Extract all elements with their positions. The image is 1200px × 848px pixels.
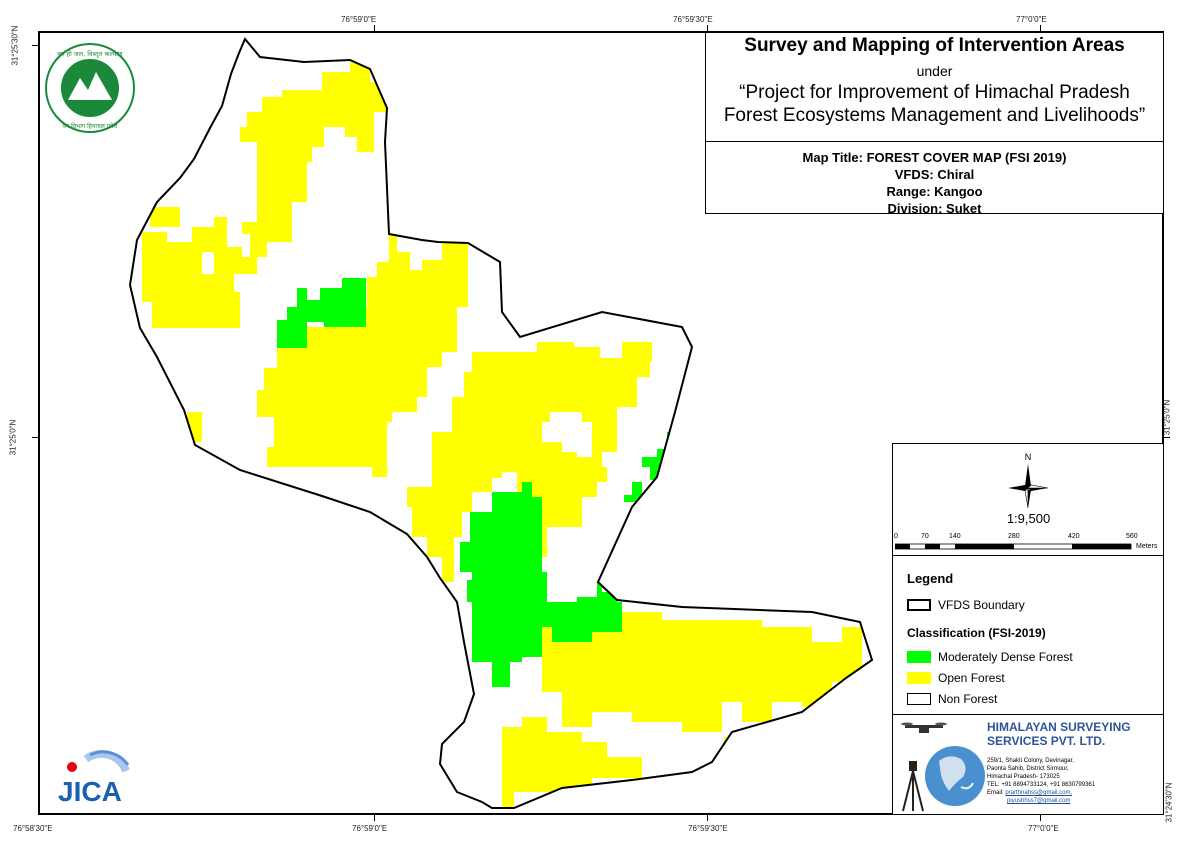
vfds-boundary: [128, 37, 874, 809]
tick-right-1: [1164, 437, 1170, 438]
drone-icon: [901, 722, 947, 733]
division-name: Division: Suket: [887, 201, 982, 216]
project-title-line-2: Forest Ecosystems Management and Livelih…: [723, 105, 1146, 126]
coord-right-2: 31°24'30"N: [1164, 782, 1174, 823]
email-link-1[interactable]: prarthnahss@gmail.com,: [1005, 790, 1073, 796]
open-forest-label: Open Forest: [938, 671, 1005, 685]
tick-top-1: [374, 25, 375, 31]
jica-text: JICA: [58, 776, 122, 807]
map-info-panel: Map Title: FOREST COVER MAP (FSI 2019) V…: [705, 142, 1163, 216]
dense-forest-label: Moderately Dense Forest: [938, 650, 1073, 664]
coord-left-2: 31°25'0"N: [8, 419, 18, 456]
tick-bottom-1: [374, 815, 375, 821]
coord-top-2: 76°59'30"E: [673, 15, 713, 24]
jica-logo: JICA: [58, 749, 130, 807]
project-title-line-1: “Project for Improvement of Himachal Pra…: [739, 82, 1130, 103]
range-name: Range: Kangoo: [886, 184, 983, 199]
non-forest-holes: [202, 252, 592, 457]
coord-bottom-4: 77°0'0"E: [1028, 824, 1059, 833]
vfds-name: VFDS: Chiral: [894, 167, 975, 182]
north-arrow-icon: N: [1008, 452, 1049, 508]
project-title: “Project for Improvement of Himachal Pra…: [706, 81, 1163, 127]
vfds-boundary-swatch: [907, 599, 931, 611]
map-title: Map Title: FOREST COVER MAP (FSI 2019): [802, 150, 1067, 165]
scale-label-140: 140: [949, 533, 961, 540]
address-line-1: 259/1, Shakti Colony, Devinagar,: [987, 758, 1074, 764]
coord-left-1: 31°25'30"N: [10, 25, 20, 66]
address-phone: TEL: +91 8894733124, +91 8630799361: [987, 782, 1096, 788]
open-forest-area: [142, 62, 862, 808]
scale-label-70: 70: [921, 533, 929, 540]
company-name-line-1: HIMALAYAN SURVEYING: [987, 720, 1131, 734]
coord-bottom-1: 76°58'30"E: [13, 824, 53, 833]
tick-top-2: [707, 25, 708, 31]
company-panel: HIMALAYAN SURVEYING SERVICES PVT. LTD. 2…: [892, 714, 1163, 814]
non-forest-swatch: [907, 693, 931, 705]
survey-title: Survey and Mapping of Intervention Areas: [744, 35, 1125, 56]
forest-department-logo: वन ही जल, विस्तृत कल्याण वन विभाग हिमाचल…: [45, 43, 135, 133]
tick-top-3: [1040, 25, 1041, 31]
email-line-2: piyushhss7@gmail.com: [987, 797, 1162, 805]
email-line: Email: prarthnahss@gmail.com,: [987, 789, 1162, 797]
email-link-2[interactable]: piyushhss7@gmail.com: [1007, 798, 1071, 804]
coord-bottom-2: 76°59'0"E: [352, 824, 388, 833]
scale-label-560: 560: [1126, 533, 1138, 540]
tick-left-1: [32, 45, 38, 46]
tick-bottom-2: [707, 815, 708, 821]
tick-bottom-3: [1040, 815, 1041, 821]
legend-title: Legend: [907, 571, 954, 586]
legend-panel: Legend VFDS Boundary Classification (FSI…: [892, 555, 1163, 714]
tick-left-2: [32, 437, 38, 438]
forest-logo-top-text: वन ही जल, विस्तृत कल्याण: [57, 50, 123, 58]
non-forest-label: Non Forest: [938, 692, 998, 706]
coord-top-1: 76°59'0"E: [341, 15, 377, 24]
scale-ratio: 1:9,500: [1006, 511, 1051, 526]
classification-title: Classification (FSI-2019): [907, 626, 1046, 640]
scale-label-420: 420: [1068, 533, 1080, 540]
scale-unit: Meters: [1136, 543, 1158, 550]
north-label: N: [1025, 452, 1032, 462]
address-line-3: Himachal Pradesh- 173025: [987, 774, 1060, 780]
title-under-text: under: [916, 63, 953, 79]
company-address: 259/1, Shakti Colony, Devinagar, Paonta …: [987, 757, 1162, 805]
scale-label-280: 280: [1008, 533, 1020, 540]
scale-panel: N 1:9,500 0 70 140 280 420 560 Meters: [892, 443, 1163, 555]
coord-top-3: 77°0'0"E: [1016, 15, 1047, 24]
scale-label-0: 0: [894, 533, 898, 540]
coord-bottom-3: 76°59'30"E: [688, 824, 728, 833]
forest-logo-bottom-text: वन विभाग हिमाचल प्रदेश: [63, 122, 119, 130]
forest-cover-map: [128, 37, 874, 809]
company-logo: [901, 722, 985, 812]
scale-bar: [895, 543, 1132, 550]
vfds-boundary-label: VFDS Boundary: [938, 598, 1025, 612]
dense-forest-swatch: [907, 651, 931, 663]
open-forest-swatch: [907, 672, 931, 684]
company-name: HIMALAYAN SURVEYING SERVICES PVT. LTD.: [987, 720, 1162, 748]
survey-tripod-icon: [902, 761, 924, 812]
address-line-2: Paonta Sahib, District Sirmour,: [987, 766, 1069, 772]
title-panel: Survey and Mapping of Intervention Areas…: [705, 33, 1163, 142]
email-label: Email:: [987, 790, 1004, 796]
company-name-line-2: SERVICES PVT. LTD.: [987, 734, 1106, 748]
